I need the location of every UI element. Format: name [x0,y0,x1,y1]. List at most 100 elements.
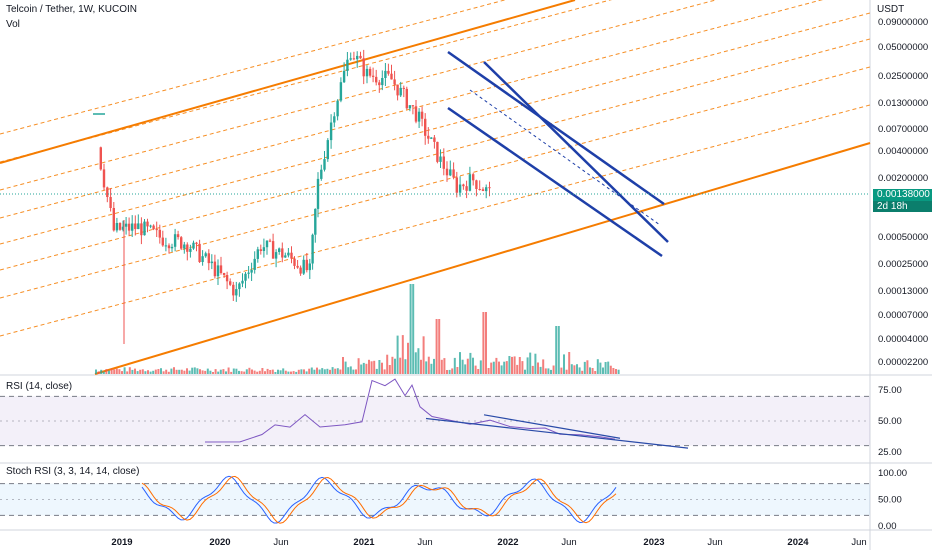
volume-bar [305,371,308,374]
channel-dashed-level [0,12,871,245]
volume-bar [453,357,456,374]
volume-bar [113,369,116,374]
volume-bar [123,367,126,374]
volume-label: Vol [6,19,20,30]
volume-bar [121,371,123,374]
time-tick-label: 2023 [643,537,664,548]
volume-bar [349,366,352,374]
volume-bar [329,369,331,374]
volume-bar [466,358,469,374]
candle-body [198,243,201,262]
volume-bar [583,361,586,374]
volume-bar [521,361,524,374]
candle-body [405,88,408,109]
volume-bar [261,368,264,374]
volume-bar [178,369,181,374]
candle-body [305,259,308,271]
volume-bar [565,369,568,374]
volume-bar [321,368,324,374]
volume-bar [258,370,261,374]
time-tick-label: Jun [851,537,866,548]
volume-bar [425,361,428,374]
price-tick-label: 0.00002200 [878,357,928,368]
volume-bar [407,342,409,374]
trendline-middle [483,61,669,243]
volume-bar [162,371,165,374]
volume-bar [316,367,318,374]
candle-body [346,59,349,71]
candle-body [247,272,250,274]
candle-body [402,87,405,89]
candle-body [115,223,119,231]
volume-bar [581,370,584,374]
time-tick-label: 2021 [353,537,375,548]
candle-body [308,263,311,271]
countdown-badge: 2d 18h [873,201,932,212]
candle-body [173,234,177,247]
candle-body [281,248,284,258]
candle-body [439,156,442,162]
volume-bar [492,361,495,374]
volume-bar [355,369,357,374]
volume-bar [201,370,204,374]
candle-body [302,259,305,274]
volume-bar [544,368,547,374]
volume-bar [589,367,591,374]
price-tick-label: 0.01300000 [878,98,928,109]
volume-bar [232,368,235,374]
candle-body [320,169,323,179]
candle-body [106,187,109,197]
candle-body [445,168,449,176]
candle-body [109,197,112,208]
volume-bar [206,368,209,374]
volume-bar [144,371,147,374]
candle-body [287,252,290,256]
price-channel [0,0,871,375]
symbol-title: Telcoin / Tether, 1W, KUCOIN [6,4,137,15]
volume-bar [396,335,399,374]
volume-bar [347,367,350,374]
candle-body [225,275,229,282]
volume-bar [139,369,142,374]
channel-dashed-level [0,0,613,163]
volume-bar [464,364,467,374]
channel-dashed-level [0,0,823,219]
rsi-tick-label: 50.00 [878,416,902,427]
volume-bar [308,368,311,374]
volume-bar [373,360,376,374]
volume-bar [607,361,610,374]
volume-bar [518,357,521,374]
volume-bar [516,364,519,374]
volume-bar [534,353,537,374]
volume-bar [191,367,194,374]
volume-bar [557,326,560,374]
candle-body [134,223,137,230]
candle-body [290,252,293,259]
volume-bar [196,368,199,374]
candle-body [381,78,384,86]
stoch-rsi-title: Stoch RSI (3, 3, 14, 14, close) [6,466,140,477]
volume-bar [386,354,389,374]
volume-bar [188,370,191,374]
candle-body [481,189,485,191]
candle-body [176,234,180,238]
candle-body [118,223,122,230]
volume-bar [388,365,391,374]
volume-bar [219,369,222,374]
candle-body [368,68,372,76]
candle-body [99,147,102,170]
time-tick-label: 2022 [497,537,518,548]
candle-body [455,177,458,193]
volume-bar [440,359,443,374]
volume-bar [433,358,435,374]
candle-body [468,174,472,191]
trendline-upper [447,50,665,206]
candle-body [124,223,128,227]
volume-bar [422,336,425,374]
candle-body [204,253,207,257]
volume-bar [264,371,266,374]
volume-bar [115,368,118,374]
volume-bar [277,369,279,374]
candle-body [127,223,131,231]
